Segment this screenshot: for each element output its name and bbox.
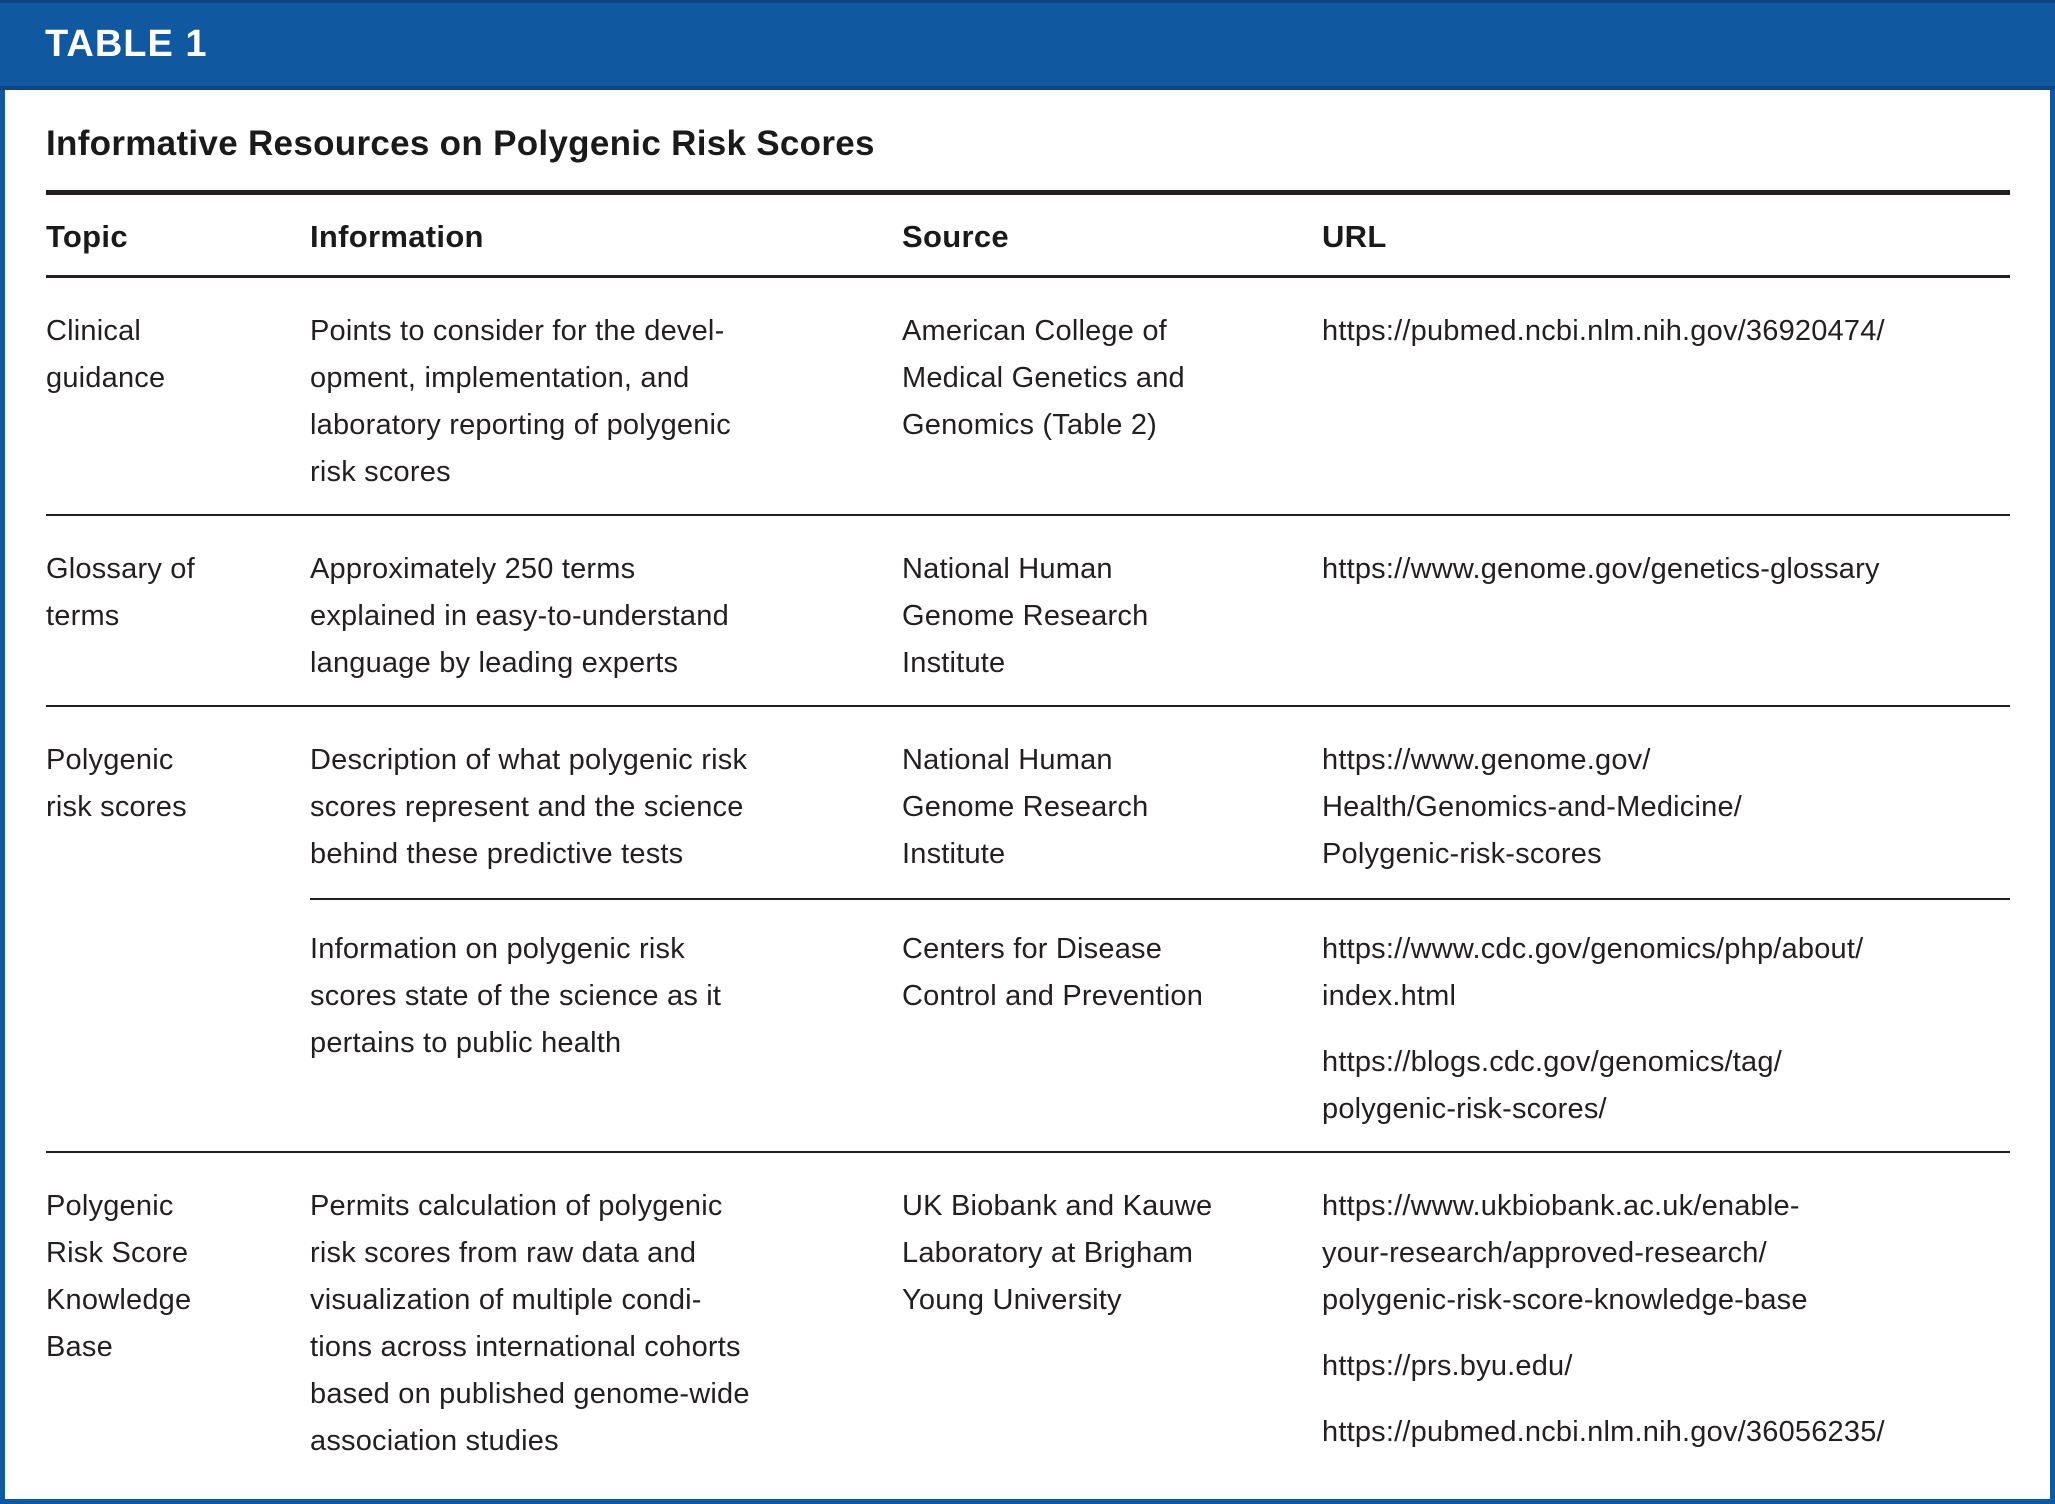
source-cell: American College of Medical Genetics and… bbox=[902, 315, 1185, 441]
column-header-information: Information bbox=[310, 219, 484, 254]
topic-cell: Polygenic Risk Score Knowledge Base bbox=[46, 1190, 192, 1363]
url-link[interactable]: https://www.genome.gov/ Health/Genomics-… bbox=[1322, 744, 1743, 870]
topic-cell: Clinical guidance bbox=[46, 315, 166, 394]
url-link[interactable]: https://prs.byu.edu/ bbox=[1322, 1350, 1573, 1382]
url-cell: https://www.genome.gov/genetics-glossary bbox=[1322, 546, 2010, 687]
column-header-topic: Topic bbox=[46, 219, 128, 254]
information-cell: Description of what polygenic risk score… bbox=[310, 744, 748, 870]
table-row: Glossary of terms Approximately 250 term… bbox=[46, 516, 2010, 707]
column-header-url: URL bbox=[1322, 219, 1387, 254]
table-content: Informative Resources on Polygenic Risk … bbox=[0, 90, 2055, 1504]
information-cell: Permits calculation of polygenic risk sc… bbox=[310, 1190, 750, 1457]
column-header-row: Topic Information Source URL bbox=[46, 195, 2010, 275]
header-rule bbox=[46, 275, 2010, 278]
table-row: Clinical guidance Points to consider for… bbox=[46, 278, 2010, 516]
source-cell: National Human Genome Research Institute bbox=[902, 553, 1149, 679]
top-rule bbox=[46, 190, 2010, 195]
url-cell: https://www.cdc.gov/genomics/php/about/ … bbox=[1322, 926, 2010, 1133]
topic-cell: Glossary of terms bbox=[46, 553, 195, 632]
table-subrow: Description of what polygenic risk score… bbox=[310, 737, 2010, 900]
row-entries: Description of what polygenic risk score… bbox=[310, 737, 2010, 1133]
url-link[interactable]: https://pubmed.ncbi.nlm.nih.gov/36920474… bbox=[1322, 315, 1885, 347]
source-cell: UK Biobank and Kauwe Laboratory at Brigh… bbox=[902, 1190, 1213, 1316]
information-cell: Points to consider for the devel- opment… bbox=[310, 315, 731, 488]
column-header-source: Source bbox=[902, 219, 1009, 254]
table-title: Informative Resources on Polygenic Risk … bbox=[46, 124, 875, 163]
url-link[interactable]: https://pubmed.ncbi.nlm.nih.gov/36056235… bbox=[1322, 1416, 1885, 1448]
url-cell: https://www.ukbiobank.ac.uk/enable- your… bbox=[1322, 1183, 2010, 1465]
topic-cell: Polygenic risk scores bbox=[46, 744, 187, 823]
table-label: TABLE 1 bbox=[45, 23, 208, 65]
source-cell: National Human Genome Research Institute bbox=[902, 744, 1149, 870]
information-cell: Approximately 250 terms explained in eas… bbox=[310, 553, 729, 679]
source-cell: Centers for Disease Control and Preventi… bbox=[902, 933, 1204, 1012]
table-row: Polygenic risk scores Description of wha… bbox=[46, 707, 2010, 1153]
information-cell: Information on polygenic risk scores sta… bbox=[310, 933, 722, 1059]
table-subrow: Information on polygenic risk scores sta… bbox=[310, 900, 2010, 1133]
url-link[interactable]: https://www.genome.gov/genetics-glossary bbox=[1322, 553, 1880, 585]
url-cell: https://www.genome.gov/ Health/Genomics-… bbox=[1322, 737, 2010, 878]
url-link[interactable]: https://www.ukbiobank.ac.uk/enable- your… bbox=[1322, 1190, 1808, 1316]
url-link[interactable]: https://www.cdc.gov/genomics/php/about/ … bbox=[1322, 933, 1864, 1012]
url-link[interactable]: https://blogs.cdc.gov/genomics/tag/ poly… bbox=[1322, 1046, 1782, 1125]
url-cell: https://pubmed.ncbi.nlm.nih.gov/36920474… bbox=[1322, 308, 2010, 496]
table-banner: TABLE 1 bbox=[0, 0, 2055, 90]
table-row: Polygenic Risk Score Knowledge Base Perm… bbox=[46, 1153, 2010, 1465]
